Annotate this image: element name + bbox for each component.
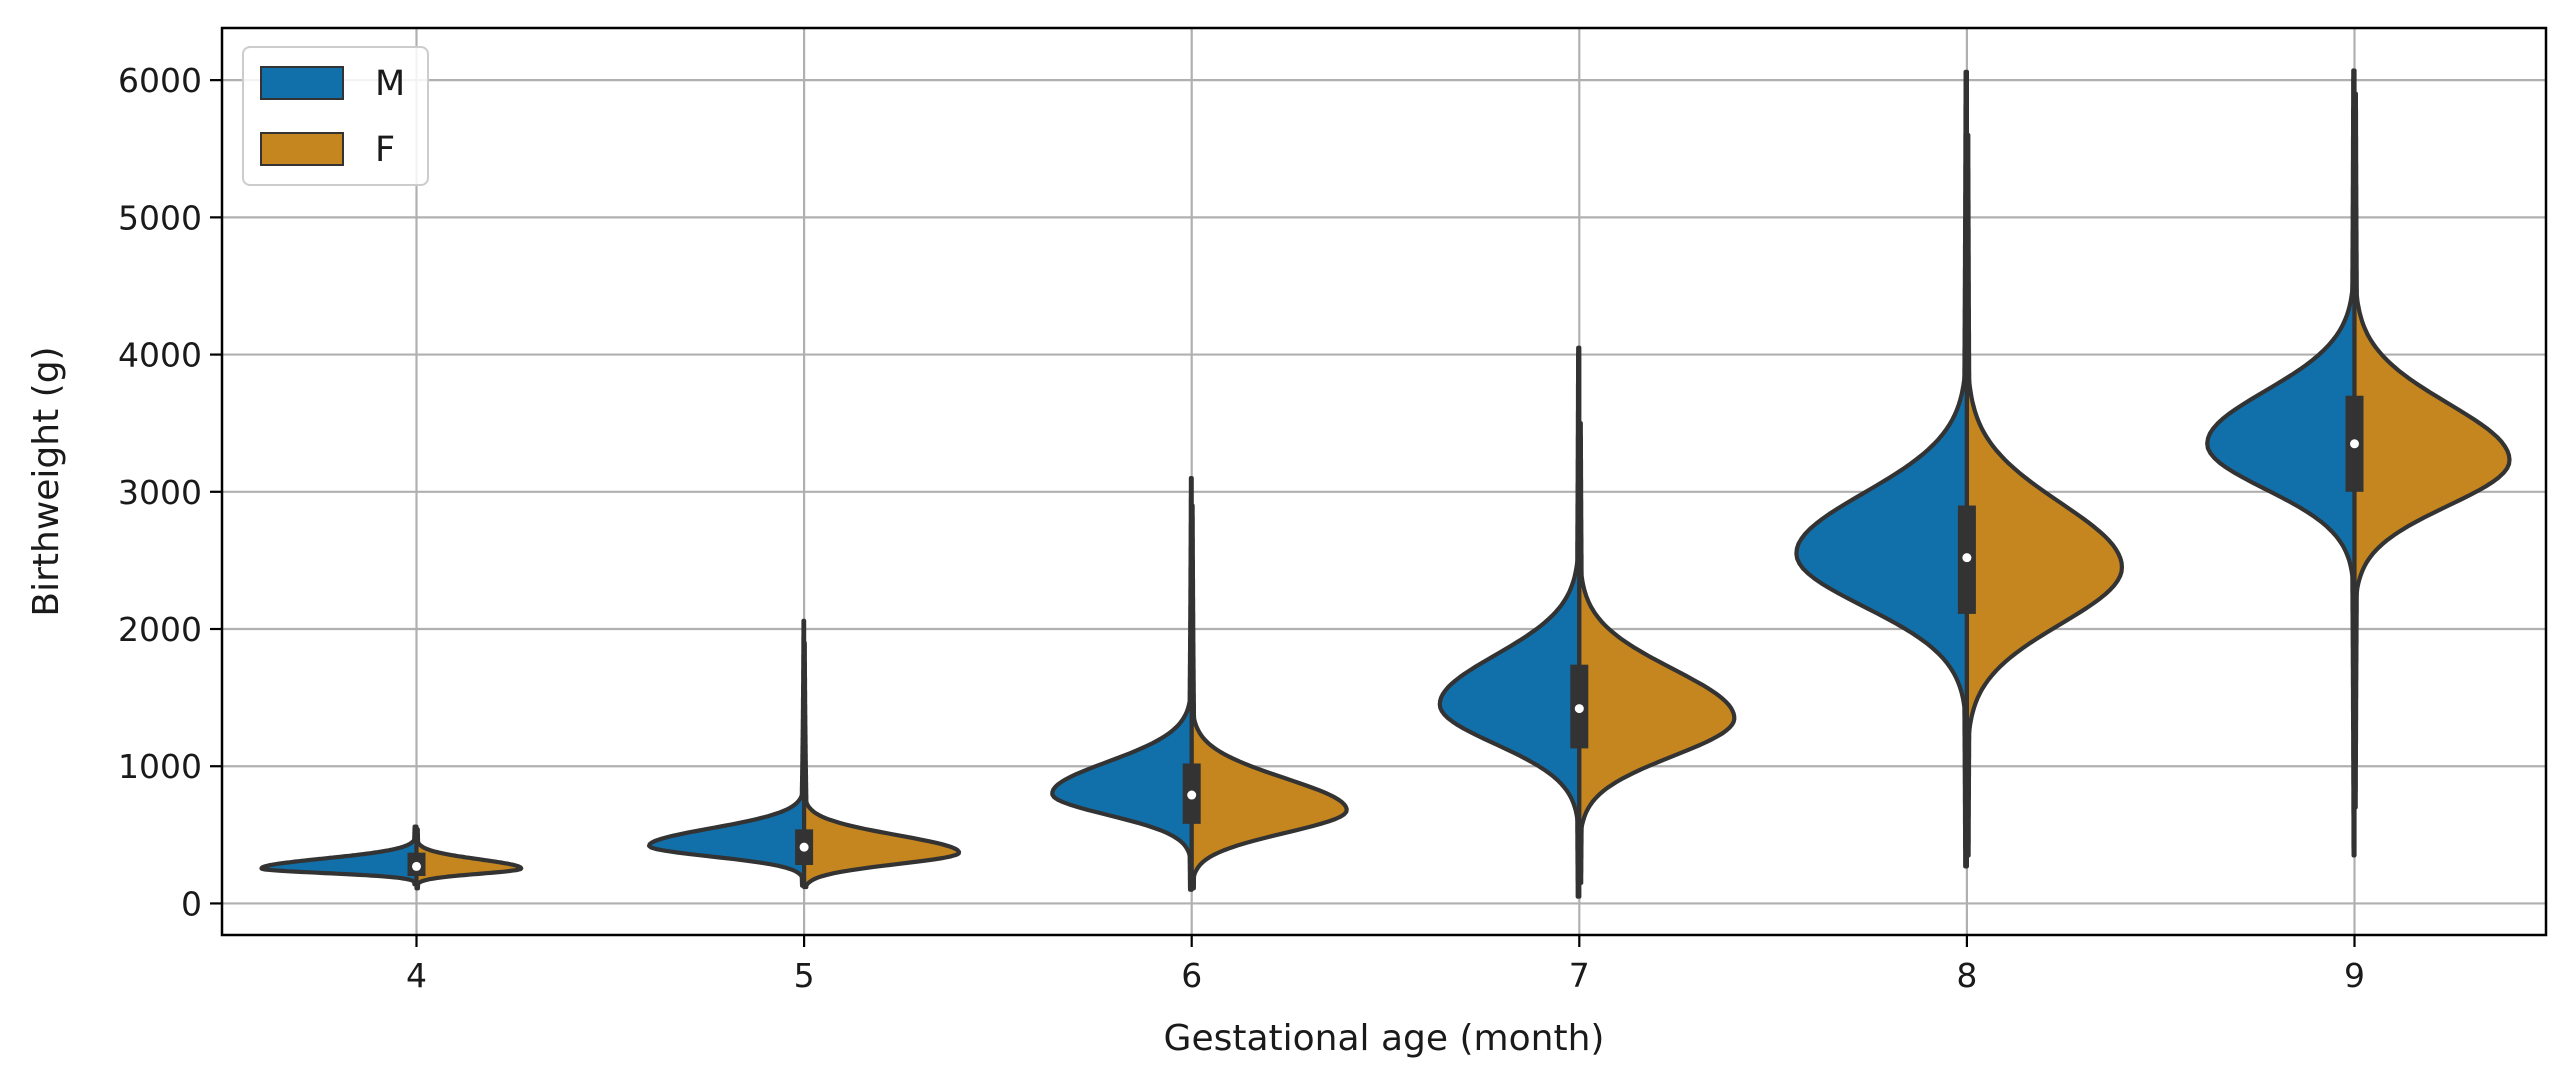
violin-half-m-7 — [1437, 345, 1582, 899]
axes: 0 1000 2000 3000 4000 5000 6000 4 5 6 7 8 9 Gestation… — [26, 26, 2548, 1059]
legend-label-m: M — [375, 64, 405, 104]
y-tick-label: 0 — [181, 884, 202, 923]
grid-lines — [222, 28, 2546, 935]
violin-half-m-8 — [1794, 69, 1969, 869]
y-axis-label: Birthweight (g) — [26, 346, 67, 616]
plot-frame — [220, 26, 2548, 937]
legend-label-f: F — [375, 130, 395, 170]
legend-swatch-m — [260, 66, 344, 100]
x-tick-label: 9 — [2344, 956, 2365, 995]
legend-swatch-f — [260, 132, 344, 166]
y-tick-label: 2000 — [118, 610, 202, 649]
violin-half-m-6 — [1050, 475, 1194, 892]
violin-half-f-8 — [1964, 132, 2124, 858]
inner-boxes — [407, 70, 2364, 897]
y-tick-label: 1000 — [118, 747, 202, 786]
median-point — [2350, 439, 2359, 449]
x-tick-label: 6 — [1181, 956, 1202, 995]
violin-half-f-4 — [414, 827, 524, 891]
x-tick-label: 5 — [794, 956, 815, 995]
y-tick-label: 5000 — [118, 198, 202, 237]
x-tick-label: 7 — [1569, 956, 1590, 995]
violin-half-f-6 — [1189, 503, 1349, 891]
violin-half-f-9 — [2352, 91, 2512, 810]
violin-half-f-7 — [1577, 421, 1737, 885]
y-tick-label: 4000 — [118, 336, 202, 375]
median-point — [799, 842, 809, 852]
median-point — [1187, 790, 1197, 800]
median-point — [412, 861, 421, 871]
median-point — [1574, 704, 1584, 714]
y-tick-label: 3000 — [118, 473, 202, 512]
x-tick-label: 4 — [406, 956, 427, 995]
x-tick-label: 8 — [1956, 956, 1977, 995]
y-tick-label: 6000 — [118, 61, 202, 100]
median-point — [1962, 553, 1972, 563]
violin-half-m-5 — [647, 618, 807, 888]
violin-half-m-9 — [2205, 68, 2357, 858]
x-axis-label: Gestational age (month) — [1164, 1018, 1605, 1059]
violins — [259, 68, 2512, 899]
violin-half-f-5 — [802, 640, 962, 890]
legend: MF — [242, 46, 429, 186]
violin-half-m-4 — [259, 824, 419, 887]
